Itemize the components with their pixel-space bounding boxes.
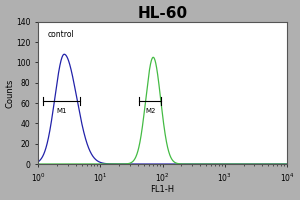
Title: HL-60: HL-60 (137, 6, 188, 21)
Text: M2: M2 (145, 108, 155, 114)
Text: control: control (47, 30, 74, 39)
Text: M1: M1 (56, 108, 67, 114)
X-axis label: FL1-H: FL1-H (151, 185, 175, 194)
Y-axis label: Counts: Counts (6, 78, 15, 108)
